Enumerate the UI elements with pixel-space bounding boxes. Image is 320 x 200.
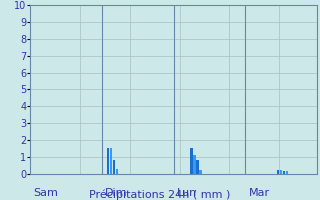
Text: Sam: Sam <box>34 188 59 198</box>
Bar <box>107 148 109 174</box>
Bar <box>286 171 288 174</box>
Bar <box>190 148 193 174</box>
Bar <box>193 155 196 174</box>
Bar <box>283 171 285 174</box>
Bar <box>280 170 282 174</box>
Bar <box>113 160 115 174</box>
Text: Précipitations 24h ( mm ): Précipitations 24h ( mm ) <box>89 190 231 200</box>
Bar <box>116 169 118 174</box>
Text: Lun: Lun <box>177 188 197 198</box>
Bar <box>199 170 202 174</box>
Bar <box>196 160 199 174</box>
Text: Dim: Dim <box>105 188 128 198</box>
Bar <box>110 148 112 174</box>
Bar <box>277 170 279 174</box>
Text: Mar: Mar <box>248 188 269 198</box>
